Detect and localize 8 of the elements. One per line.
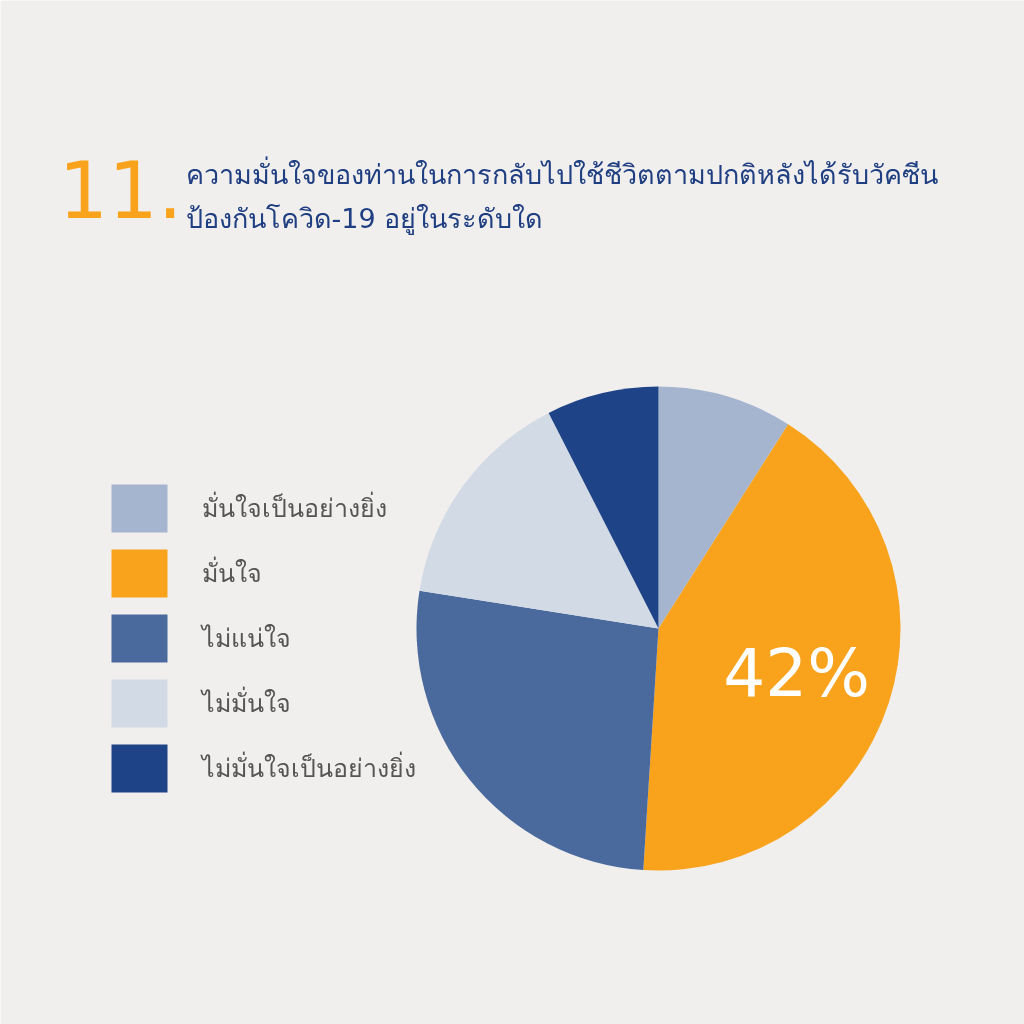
legend-label: ไม่มั่นใจเป็นอย่างยิ่ง (199, 751, 416, 783)
legend-label: ไม่มั่นใจ (199, 686, 291, 718)
chart-title: ความมั่นใจของท่านในการกลับไปใช้ชีวิตตามปกติหลังได้รับวัคซีน ป้องกันโควิด-19 อยู่ในระดับใด (185, 155, 938, 236)
legend-label: ไม่แน่ใจ (199, 624, 291, 653)
legend-label: มั่นใจเป็นอย่างยิ่ง (201, 491, 387, 523)
text: 11. (58, 145, 183, 236)
legend-label: มั่นใจ (201, 556, 262, 588)
data-label: 42% (723, 634, 870, 712)
